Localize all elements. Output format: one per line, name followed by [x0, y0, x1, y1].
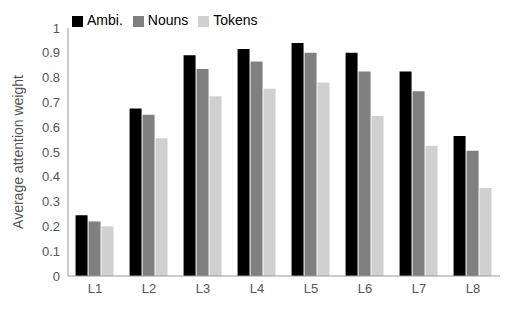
svg-text:0.1: 0.1 — [42, 244, 60, 259]
svg-text:L7: L7 — [412, 281, 426, 296]
svg-text:L5: L5 — [304, 281, 318, 296]
svg-text:0.6: 0.6 — [42, 120, 60, 135]
svg-text:L8: L8 — [466, 281, 480, 296]
svg-text:0.9: 0.9 — [42, 45, 60, 60]
svg-text:L6: L6 — [358, 281, 372, 296]
svg-text:Average attention weight: Average attention weight — [10, 75, 26, 229]
svg-text:L1: L1 — [88, 281, 102, 296]
svg-text:L4: L4 — [250, 281, 264, 296]
html-text:Nouns: Nouns — [147, 12, 189, 28]
svg-text:0.5: 0.5 — [42, 145, 60, 160]
svg-text:1: 1 — [53, 21, 60, 36]
svg-text:0: 0 — [53, 269, 60, 284]
svg-text:L3: L3 — [196, 281, 210, 296]
svg-text:0.4: 0.4 — [42, 169, 60, 184]
svg-text:L2: L2 — [142, 281, 156, 296]
svg-text:0.2: 0.2 — [42, 219, 60, 234]
html-text:Tokens: Tokens — [213, 12, 258, 28]
svg-text:0.3: 0.3 — [42, 194, 60, 209]
html-text:Ambi.: Ambi. — [87, 12, 123, 28]
svg-text:0.8: 0.8 — [42, 70, 60, 85]
svg-text:0.7: 0.7 — [42, 95, 60, 110]
